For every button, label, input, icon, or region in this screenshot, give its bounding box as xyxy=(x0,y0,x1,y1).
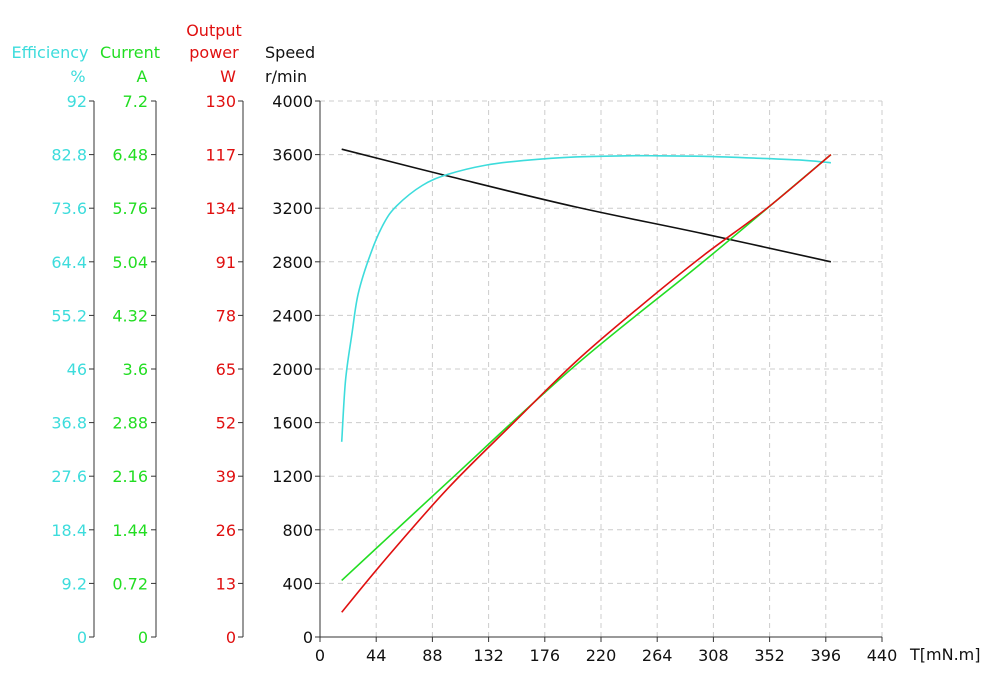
current-tick-label: 0.72 xyxy=(112,574,148,593)
data-curves xyxy=(340,148,832,613)
x-tick-label: 308 xyxy=(698,646,729,665)
efficiency-tick-label: 36.8 xyxy=(51,414,87,433)
efficiency-tick-label: 92 xyxy=(67,92,87,111)
speed-tick-label: 3200 xyxy=(272,199,313,218)
x-tick-label: 264 xyxy=(642,646,673,665)
power-curve xyxy=(341,153,832,613)
power-tick-label: 52 xyxy=(216,414,236,433)
power-tick-label: 39 xyxy=(216,467,236,486)
power-tick-label: 78 xyxy=(216,306,236,325)
power-tick-label: 91 xyxy=(216,253,236,272)
x-tick-label: 440 xyxy=(867,646,898,665)
grid-lines xyxy=(320,100,883,637)
current-axis-title: Current xyxy=(100,43,160,62)
power-tick-label: 13 xyxy=(216,574,236,593)
x-tick-label: 88 xyxy=(422,646,442,665)
x-tick-label: 132 xyxy=(473,646,504,665)
speed-tick-label: 800 xyxy=(282,521,313,540)
current-tick-label: 5.04 xyxy=(112,253,148,272)
x-tick-label: 396 xyxy=(811,646,842,665)
speed-axis-unit: r/min xyxy=(265,67,307,86)
x-tick-label: 44 xyxy=(366,646,386,665)
speed-axis-title: Speed xyxy=(265,43,315,62)
power-tick-label: 130 xyxy=(205,92,236,111)
efficiency-tick-label: 55.2 xyxy=(51,306,87,325)
power-axis-title-line2: power xyxy=(189,43,239,62)
current-tick-label: 2.88 xyxy=(112,414,148,433)
x-tick-label: 176 xyxy=(530,646,561,665)
current-tick-label: 7.2 xyxy=(123,92,148,111)
speed-tick-label: 2800 xyxy=(272,253,313,272)
power-axis-title-line1: Output xyxy=(186,21,242,40)
current-tick-label: 6.48 xyxy=(112,146,148,165)
power-tick-label: 26 xyxy=(216,521,236,540)
efficiency-axis-unit: % xyxy=(70,67,85,86)
power-tick-label: 117 xyxy=(205,146,236,165)
speed-tick-label: 0 xyxy=(303,628,313,647)
speed-tick-label: 2000 xyxy=(272,360,313,379)
efficiency-tick-label: 82.8 xyxy=(51,146,87,165)
speed-tick-label: 3600 xyxy=(272,146,313,165)
speed-curve xyxy=(341,148,832,263)
current-curve xyxy=(341,153,832,581)
current-tick-label: 4.32 xyxy=(112,306,148,325)
power-tick-label: 65 xyxy=(216,360,236,379)
x-tick-label: 352 xyxy=(754,646,785,665)
power-axis-unit: W xyxy=(220,67,236,86)
efficiency-curve xyxy=(340,154,831,442)
axes: 0 9.2 18.4 27.6 36.8 46 55.2 64.4 73.6 82.8 92 0 0.7… xyxy=(51,92,897,665)
efficiency-tick-label: 73.6 xyxy=(51,199,87,218)
current-tick-label: 5.76 xyxy=(112,199,148,218)
current-tick-label: 3.6 xyxy=(123,360,148,379)
x-tick-label: 220 xyxy=(586,646,617,665)
speed-tick-label: 400 xyxy=(282,574,313,593)
efficiency-tick-label: 27.6 xyxy=(51,467,87,486)
x-tick-label: 0 xyxy=(315,646,325,665)
current-tick-label: 0 xyxy=(138,628,148,647)
current-tick-label: 1.44 xyxy=(112,521,148,540)
speed-tick-label: 2400 xyxy=(272,306,313,325)
efficiency-tick-label: 9.2 xyxy=(62,574,87,593)
efficiency-tick-label: 0 xyxy=(77,628,87,647)
efficiency-tick-label: 18.4 xyxy=(51,521,87,540)
x-axis-label: T[mN.m] xyxy=(909,645,980,664)
speed-tick-label: 1200 xyxy=(272,467,313,486)
current-axis-unit: A xyxy=(137,67,148,86)
current-tick-label: 2.16 xyxy=(112,467,148,486)
efficiency-axis-title: Efficiency xyxy=(11,43,88,62)
speed-tick-label: 4000 xyxy=(272,92,313,111)
efficiency-tick-label: 46 xyxy=(67,360,87,379)
power-tick-label: 134 xyxy=(205,199,236,218)
efficiency-tick-label: 64.4 xyxy=(51,253,87,272)
speed-tick-label: 1600 xyxy=(272,414,313,433)
axis-labels: Efficiency % Current A Output power W Sp… xyxy=(11,21,980,664)
power-tick-label: 0 xyxy=(226,628,236,647)
